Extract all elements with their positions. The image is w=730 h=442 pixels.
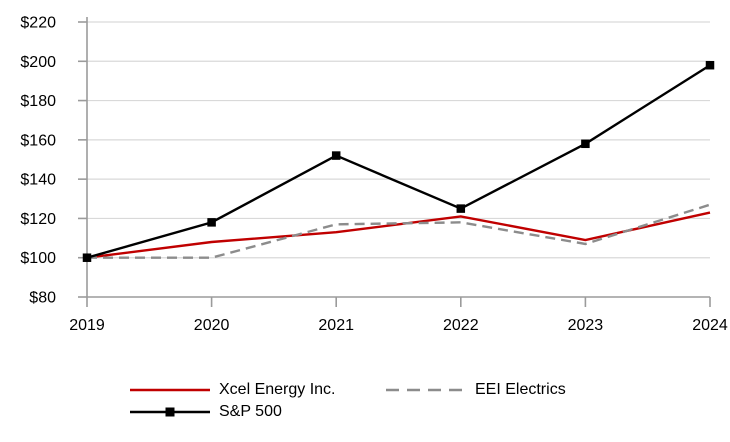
legend-line-sample-dashed-gray bbox=[386, 388, 466, 392]
series-line-s-p-500 bbox=[86, 64, 711, 259]
y-axis-tick-label: $160 bbox=[20, 132, 56, 149]
x-axis-tick-label: 2023 bbox=[568, 317, 604, 334]
legend-item-eei-electrics: EEI Electrics bbox=[385, 382, 566, 398]
legend-line-sample-black-square bbox=[130, 407, 210, 417]
data-point-s-p-500-2023 bbox=[581, 139, 590, 149]
data-point-s-p-500-2019 bbox=[82, 253, 92, 262]
y-axis-tick-label: $200 bbox=[20, 54, 56, 71]
y-axis-tick-label: $140 bbox=[20, 172, 56, 189]
y-axis-tick-label: $120 bbox=[20, 211, 56, 228]
x-axis-tick-label: 2020 bbox=[194, 317, 230, 334]
legend-item-sp-500: S&P 500 bbox=[129, 404, 282, 420]
y-axis-tick-label: $180 bbox=[20, 93, 56, 110]
y-axis-tick-label: $220 bbox=[20, 15, 56, 32]
legend-item-xcel-energy-inc: Xcel Energy Inc. bbox=[129, 382, 336, 398]
legend-label-xcel-energy-inc: Xcel Energy Inc. bbox=[219, 381, 336, 398]
data-point-s-p-500-2024 bbox=[705, 60, 715, 70]
y-axis-tick-label: $100 bbox=[20, 250, 56, 267]
legend-line-sample-solid-red bbox=[130, 388, 210, 392]
x-axis-tick-label: 2019 bbox=[69, 317, 105, 334]
series-line-xcel-energy-inc bbox=[86, 211, 711, 259]
data-point-s-p-500-2020 bbox=[207, 218, 216, 227]
legend-label-eei-electrics: EEI Electrics bbox=[475, 381, 566, 398]
data-point-s-p-500-2022 bbox=[456, 204, 466, 213]
x-axis-tick-label: 2024 bbox=[692, 317, 728, 334]
series-line-eei-electrics bbox=[87, 203, 711, 259]
x-axis-tick-label: 2022 bbox=[443, 317, 479, 334]
data-point-s-p-500-2021 bbox=[331, 151, 341, 160]
x-axis-tick-label: 2021 bbox=[318, 317, 354, 334]
plot-area: $80 $100 $120 $140 $160 $180 $200 $220 2019 2020 2… bbox=[20, 15, 728, 335]
y-axis-tick-label: $80 bbox=[29, 290, 56, 307]
legend-label-sp-500: S&P 500 bbox=[219, 403, 282, 420]
